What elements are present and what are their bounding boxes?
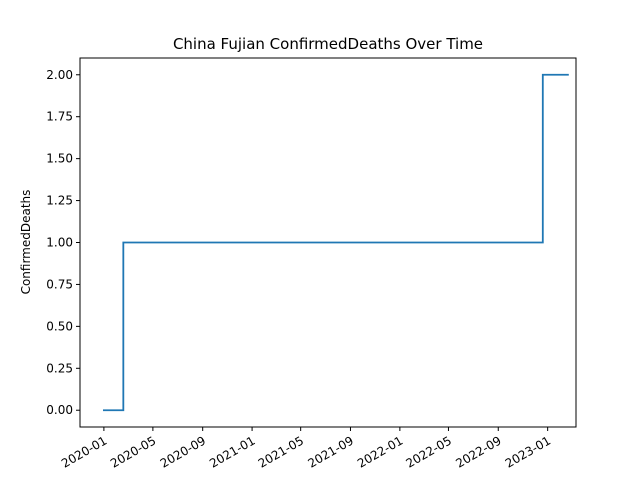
data-point [542,74,544,76]
y-tick-label: 2.00 [46,68,73,82]
y-tick-label: 1.50 [46,152,73,166]
y-tick-label: 0.25 [46,361,73,375]
y-axis-label: ConfirmedDeaths [19,190,33,295]
x-tick-label: 2023-01 [503,433,553,470]
data-point [567,74,569,76]
x-tick-label: 2022-01 [355,433,405,470]
chart-title: China Fujian ConfirmedDeaths Over Time [173,35,483,53]
x-tick-label: 2020-05 [108,433,158,470]
x-tick-label: 2022-05 [404,433,454,470]
y-tick-label: 1.25 [46,194,73,208]
y-tick-label: 0.50 [46,319,73,333]
series-line [102,73,569,412]
plot-area: 0.00 0.25 0.50 0.75 1.00 1.25 1.50 1.75 2.00 2020… [46,57,577,471]
x-tick-label: 2020-09 [158,433,208,470]
x-tick-label: 2022-09 [453,433,503,470]
y-tick-label: 1.00 [46,236,73,250]
x-tick-label: 2021-09 [306,433,356,470]
y-tick-label: 1.75 [46,110,73,124]
y-tick-label: 0.75 [46,277,73,291]
x-tick-label: 2021-05 [256,433,306,470]
x-tick-label: 2021-01 [207,433,257,470]
data-point [103,409,105,411]
y-tick-label: 0.00 [46,403,73,417]
x-tick-label: 2020-01 [59,433,109,470]
data-point [122,241,124,244]
